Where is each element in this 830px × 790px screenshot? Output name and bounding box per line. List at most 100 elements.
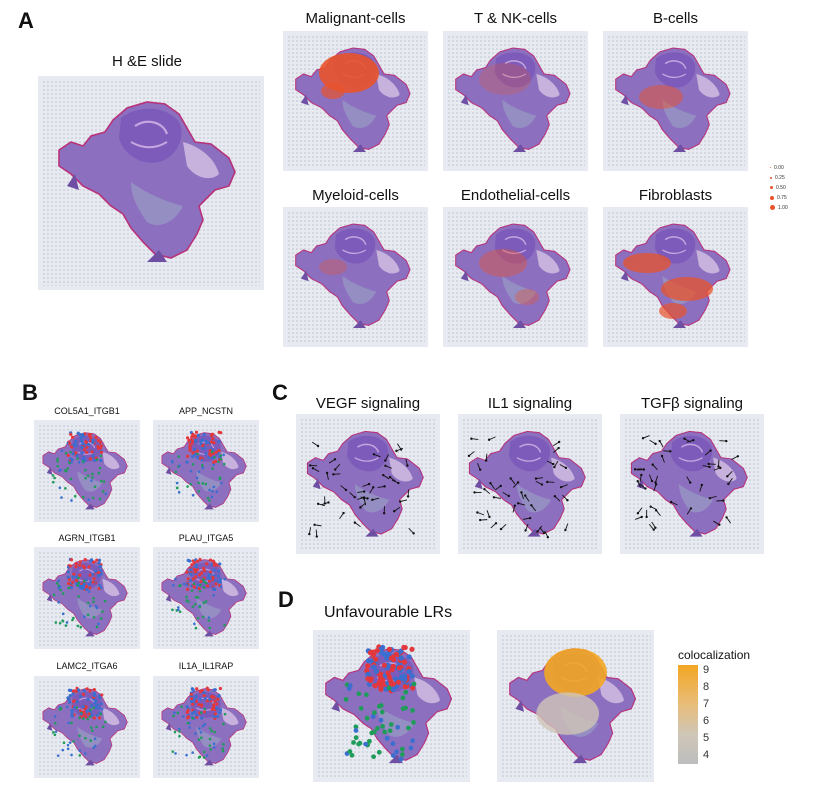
spot: [198, 605, 202, 609]
spot: [53, 715, 57, 718]
lr-map-0: [34, 420, 140, 522]
spot: [707, 462, 710, 466]
spot: [69, 432, 73, 436]
lr-title-3: PLAU_ITGA5: [178, 533, 234, 543]
spot: [188, 559, 192, 563]
spot: [198, 557, 202, 562]
spot: [65, 621, 69, 624]
spot: [92, 577, 96, 581]
spot: [59, 468, 62, 472]
spot: [205, 699, 209, 703]
spot: [406, 495, 410, 498]
spot: [479, 468, 482, 471]
spot: [654, 483, 658, 486]
spot: [641, 436, 645, 440]
spot: [75, 700, 79, 704]
spot: [315, 535, 318, 538]
panel-label-b: B: [22, 380, 38, 405]
spot: [513, 504, 517, 507]
spot: [217, 711, 222, 715]
spot: [80, 712, 83, 716]
spot: [92, 746, 96, 750]
spot: [102, 480, 106, 483]
spot: [188, 448, 192, 452]
spot: [536, 530, 539, 533]
spot: [223, 577, 227, 581]
spot: [528, 516, 532, 520]
spot: [70, 721, 73, 725]
spot: [198, 689, 202, 694]
spot: [553, 465, 556, 469]
spot: [88, 586, 92, 590]
spot: [193, 435, 197, 439]
spot: [683, 437, 686, 440]
spot: [205, 562, 209, 566]
spot: [219, 454, 223, 457]
spot: [97, 622, 100, 626]
spot: [202, 586, 206, 589]
map-myeloid: [283, 207, 428, 347]
spot: [84, 578, 88, 582]
spot: [54, 730, 58, 733]
spot: [202, 433, 206, 437]
spot: [203, 723, 207, 726]
spot: [170, 460, 174, 464]
spot: [191, 432, 195, 436]
spot: [351, 740, 356, 745]
spot: [411, 681, 417, 687]
spot: [207, 616, 211, 619]
spot: [81, 704, 85, 709]
spot: [327, 501, 330, 504]
spot: [92, 693, 97, 697]
spot: [193, 447, 197, 452]
spot: [722, 499, 725, 502]
spot: [79, 694, 83, 698]
spot: [84, 468, 87, 472]
spot: [201, 578, 205, 581]
spot: [212, 485, 216, 489]
spot: [71, 452, 75, 456]
spot: [409, 646, 415, 652]
spot: [689, 481, 692, 484]
spot: [56, 457, 59, 461]
spot: [393, 510, 396, 513]
spot: [93, 737, 97, 741]
signal-map-tgfb: [620, 414, 764, 554]
spot: [362, 490, 366, 493]
spot: [71, 699, 76, 704]
spot: [70, 710, 74, 714]
spot: [649, 505, 652, 508]
spot: [553, 495, 557, 498]
lr-map-5: [153, 676, 259, 778]
spot: [202, 750, 206, 754]
spot: [99, 586, 103, 589]
spot: [74, 565, 78, 569]
spot: [669, 500, 673, 504]
spot: [191, 716, 194, 720]
spot: [364, 715, 370, 721]
spot: [353, 724, 359, 730]
spot: [94, 569, 98, 573]
spot: [58, 621, 62, 625]
spot: [546, 480, 549, 484]
spot: [208, 488, 211, 492]
spot: [216, 569, 221, 573]
spot: [191, 493, 195, 497]
spot: [214, 450, 218, 454]
signal-map-il1: [458, 414, 602, 554]
spot: [51, 480, 55, 484]
spot: [194, 732, 197, 735]
spot: [171, 750, 175, 753]
spot: [390, 753, 396, 758]
spot: [483, 487, 486, 491]
spot: [85, 687, 89, 691]
spot: [81, 564, 86, 568]
spot: [81, 432, 85, 437]
spot: [308, 532, 311, 536]
spot: [349, 752, 355, 758]
spot: [367, 738, 372, 744]
spot: [212, 561, 216, 565]
spot: [185, 436, 190, 440]
spot: [402, 684, 408, 690]
spot: [363, 741, 369, 747]
